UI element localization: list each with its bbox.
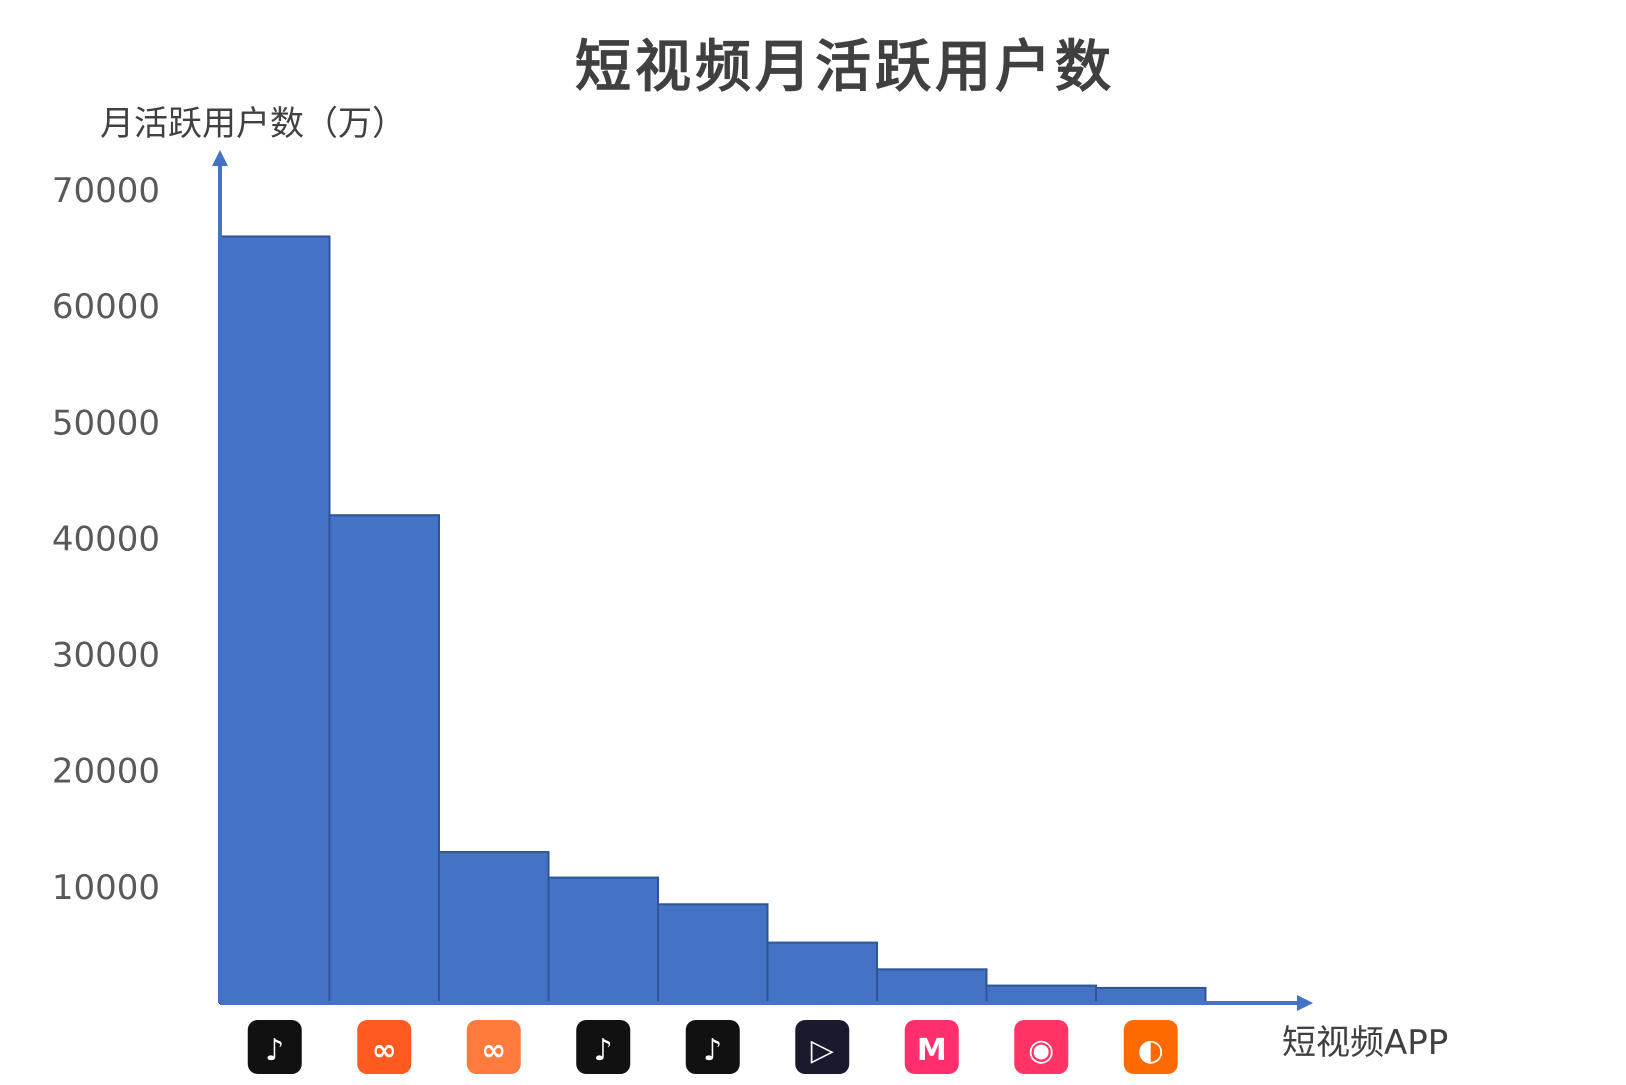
bar-kuaishou-lite <box>438 851 550 1004</box>
meipai-app-icon: M <box>904 1020 959 1074</box>
bar-kuaishou-express <box>1095 986 1207 1004</box>
svg-text:M: M <box>917 1033 947 1068</box>
bars <box>219 235 1207 1005</box>
y-tick-label: 70000 <box>52 171 160 211</box>
bar-weishi <box>766 941 878 1004</box>
svg-text:♪: ♪ <box>703 1033 722 1068</box>
y-tick-label: 60000 <box>52 287 160 327</box>
bar-douyin <box>219 235 331 1004</box>
y-axis-label: 月活跃用户数（万） <box>100 104 406 144</box>
y-tick-label: 20000 <box>52 752 160 792</box>
bar-douyin-lite <box>657 903 769 1004</box>
douyin-app-icon: ♪ <box>247 1020 302 1074</box>
y-tick-label: 30000 <box>52 636 160 676</box>
svg-text:∞: ∞ <box>372 1033 397 1068</box>
kuaishou-lite-app-icon: ∞ <box>466 1020 521 1074</box>
bar-meipai <box>876 968 988 1004</box>
kuaishou-app-icon: ∞ <box>357 1020 412 1074</box>
app-icons: ♪ ∞ ∞ ♪ ♪ ▷ M ◉ ◐ <box>247 1020 1178 1074</box>
bar-kuaishou <box>328 514 440 1004</box>
y-tick-label: 50000 <box>52 403 160 443</box>
y-tick-label: 10000 <box>52 868 160 908</box>
bar-douyin-volcano <box>547 876 659 1005</box>
douyin-volcano-app-icon: ♪ <box>576 1020 631 1074</box>
svg-text:∞: ∞ <box>481 1033 506 1068</box>
svg-text:◐: ◐ <box>1138 1033 1164 1068</box>
x-axis-label: 短视频APP <box>1282 1023 1449 1063</box>
weishi-app-icon: ▷ <box>795 1020 850 1074</box>
svg-text:▷: ▷ <box>811 1033 834 1068</box>
svg-text:◉: ◉ <box>1028 1033 1054 1068</box>
svg-text:♪: ♪ <box>594 1033 613 1068</box>
svg-text:♪: ♪ <box>265 1033 284 1068</box>
y-tick-label: 40000 <box>52 519 160 559</box>
chart-title: 短视频月活跃用户数 <box>575 35 1115 100</box>
douyin-lite-app-icon: ♪ <box>685 1020 740 1074</box>
kuaishou-express-app-icon: ◐ <box>1123 1020 1178 1074</box>
haokan-video-app-icon: ◉ <box>1014 1020 1069 1074</box>
bar-haokan-video <box>985 984 1097 1004</box>
y-tick-labels: 10000 20000 30000 40000 50000 60000 70000 <box>52 171 160 908</box>
